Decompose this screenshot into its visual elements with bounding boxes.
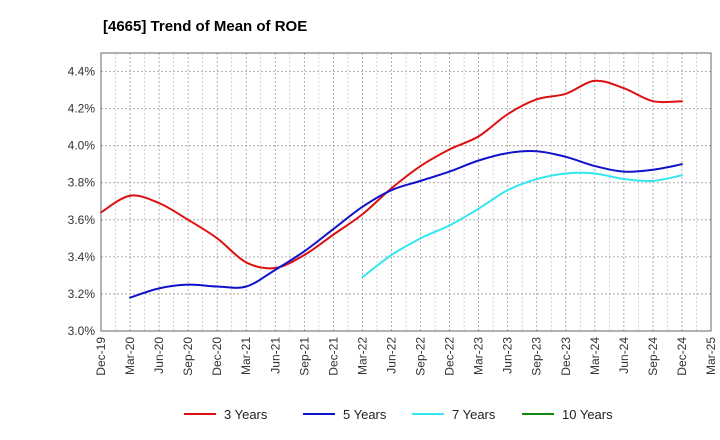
grid-lines <box>100 53 712 332</box>
x-tick-label: Jun-20 <box>152 337 166 374</box>
y-tick-label: 3.0% <box>68 324 96 338</box>
legend-label: 10 Years <box>562 407 613 422</box>
plot-frame <box>100 52 712 332</box>
x-axis-ticks: Dec-19 Mar-20 Jun-20 Sep-20 Dec-20 Mar-21 Jun-… <box>94 337 718 376</box>
x-tick-label: Mar-25 <box>704 337 718 375</box>
x-tick-label: Jun-23 <box>501 337 515 374</box>
y-axis-ticks: 3.0% 3.2% 3.4% 3.6% 3.8% 4.0% 4.2% 4.4% <box>68 65 96 338</box>
x-tick-label: Dec-20 <box>210 337 224 376</box>
y-tick-label: 3.4% <box>68 250 96 264</box>
x-tick-label: Jun-22 <box>384 337 398 374</box>
legend-label: 7 Years <box>452 407 496 422</box>
y-tick-label: 3.8% <box>68 176 96 190</box>
legend-label: 5 Years <box>343 407 387 422</box>
legend-label: 3 Years <box>224 407 268 422</box>
x-tick-label: Sep-20 <box>181 337 195 376</box>
x-tick-label: Sep-24 <box>646 337 660 376</box>
y-tick-label: 4.0% <box>68 139 96 153</box>
x-tick-label: Sep-22 <box>414 337 428 376</box>
x-tick-label: Dec-23 <box>559 337 573 376</box>
series-line-5-years <box>129 150 683 299</box>
y-tick-label: 4.2% <box>68 102 96 116</box>
x-tick-label: Jun-24 <box>617 337 631 374</box>
x-tick-label: Dec-22 <box>443 337 457 376</box>
y-tick-label: 4.4% <box>68 65 96 79</box>
chart-title: [4665] Trend of Mean of ROE <box>103 18 307 35</box>
y-tick-label: 3.6% <box>68 213 96 227</box>
x-tick-label: Sep-21 <box>297 337 311 376</box>
legend: 3 Years 5 Years 7 Years 10 Years <box>184 407 613 422</box>
x-tick-label: Mar-23 <box>472 337 486 375</box>
x-tick-label: Dec-19 <box>94 337 108 376</box>
series-line-7-years <box>361 171 683 279</box>
x-tick-label: Mar-22 <box>355 337 369 375</box>
series-lines <box>100 79 683 299</box>
series-line-3-years <box>100 79 683 270</box>
x-tick-label: Sep-23 <box>530 337 544 376</box>
x-tick-label: Dec-24 <box>675 337 689 376</box>
y-tick-label: 3.2% <box>68 287 96 301</box>
x-tick-label: Mar-24 <box>588 337 602 375</box>
x-tick-label: Jun-21 <box>268 337 282 374</box>
x-tick-label: Dec-21 <box>326 337 340 376</box>
x-tick-label: Mar-20 <box>123 337 137 375</box>
x-tick-label: Mar-21 <box>239 337 253 375</box>
